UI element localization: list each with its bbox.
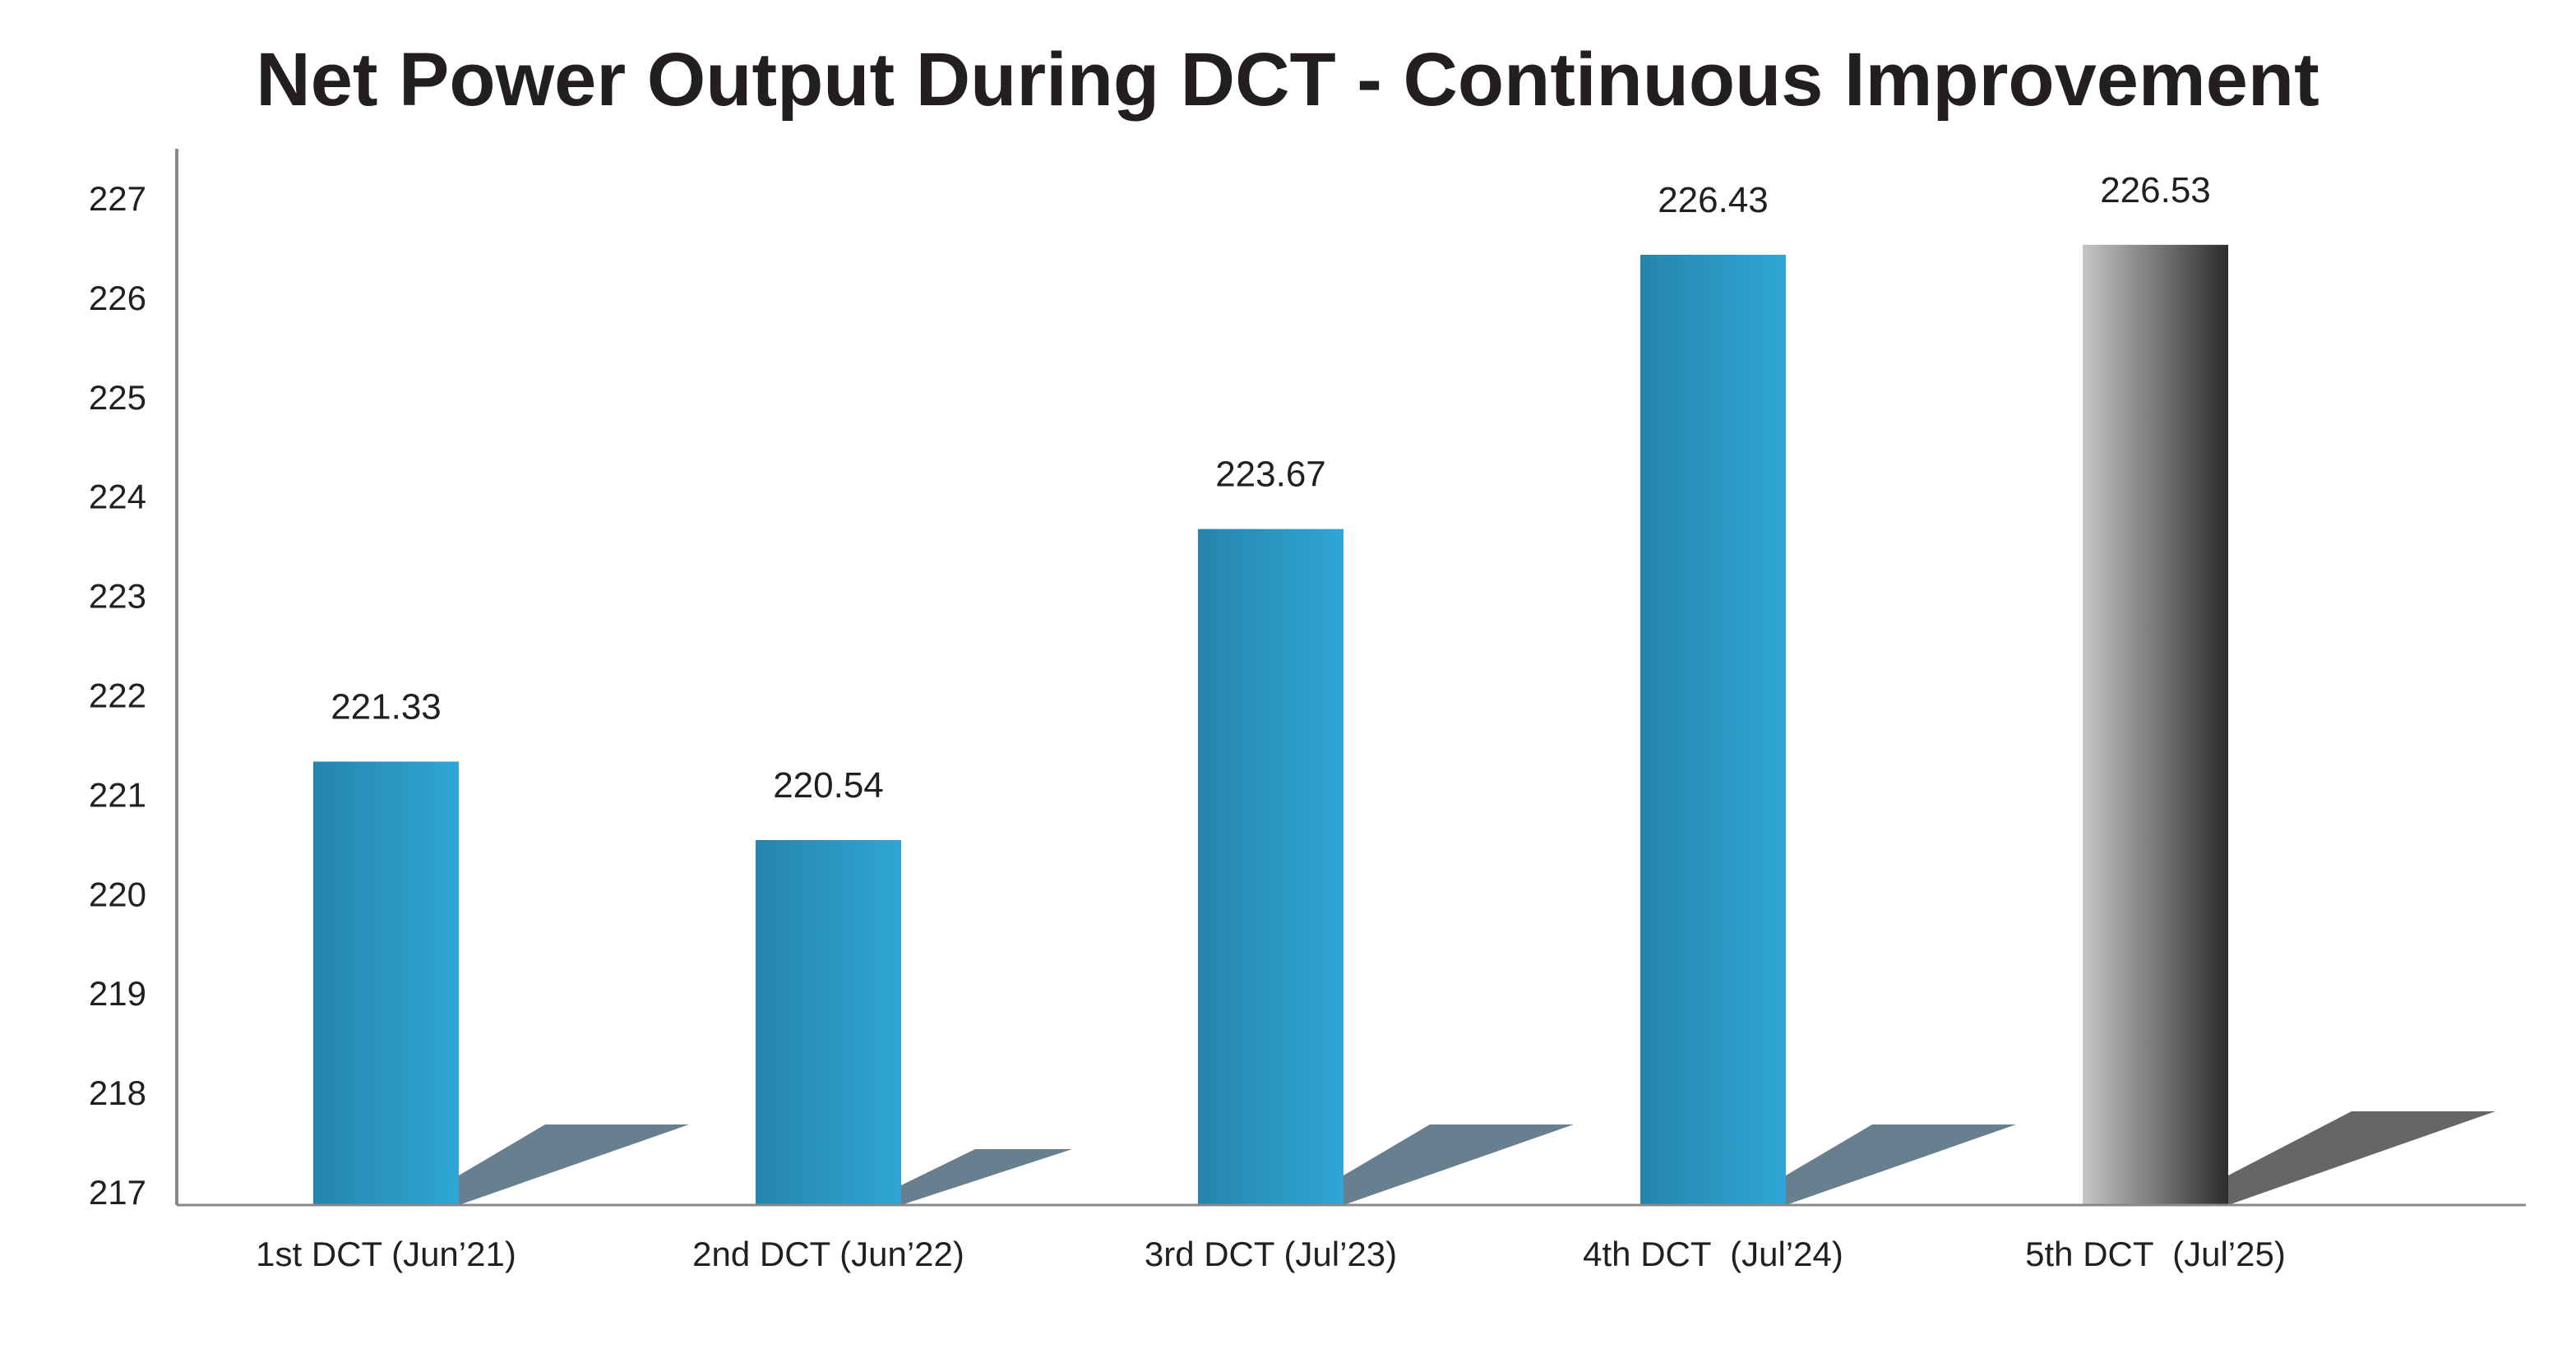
y-tick-label: 219	[89, 974, 146, 1013]
y-tick-label: 221	[89, 775, 146, 814]
x-tick-label: 4th DCT (Jul’24)	[1583, 1235, 1843, 1273]
bar	[2083, 244, 2228, 1205]
y-tick-label: 222	[89, 676, 146, 715]
y-tick-label: 226	[89, 279, 146, 317]
value-label: 223.67	[1215, 455, 1326, 495]
bar-shadow	[901, 1149, 1072, 1205]
y-tick-label: 227	[89, 179, 146, 218]
x-tick-label: 2nd DCT (Jun’22)	[692, 1235, 964, 1273]
y-tick-label: 225	[89, 378, 146, 417]
bar	[1640, 254, 1786, 1206]
y-tick-label: 224	[89, 478, 146, 516]
bar	[1198, 529, 1343, 1205]
bar	[313, 761, 459, 1205]
chart-title: Net Power Output During DCT - Continuous…	[256, 38, 2319, 122]
y-tick-label: 218	[89, 1074, 146, 1112]
bar	[756, 840, 901, 1205]
x-tick-label: 3rd DCT (Jul’23)	[1145, 1235, 1397, 1273]
bar-shadow	[1343, 1124, 1574, 1205]
bar-shadow	[1786, 1124, 2016, 1205]
y-tick-label: 220	[89, 875, 146, 913]
value-label: 226.53	[2100, 170, 2211, 210]
bar-shadow	[459, 1124, 689, 1205]
value-label: 220.54	[773, 765, 884, 806]
value-label: 221.33	[331, 687, 442, 727]
bar-shadow	[2228, 1111, 2495, 1205]
y-tick-label: 217	[89, 1173, 146, 1212]
y-tick-label: 223	[89, 577, 146, 616]
x-tick-label: 1st DCT (Jun’21)	[256, 1235, 516, 1273]
value-label: 226.43	[1658, 180, 1769, 220]
x-tick-label: 5th DCT (Jul’25)	[2025, 1235, 2286, 1273]
